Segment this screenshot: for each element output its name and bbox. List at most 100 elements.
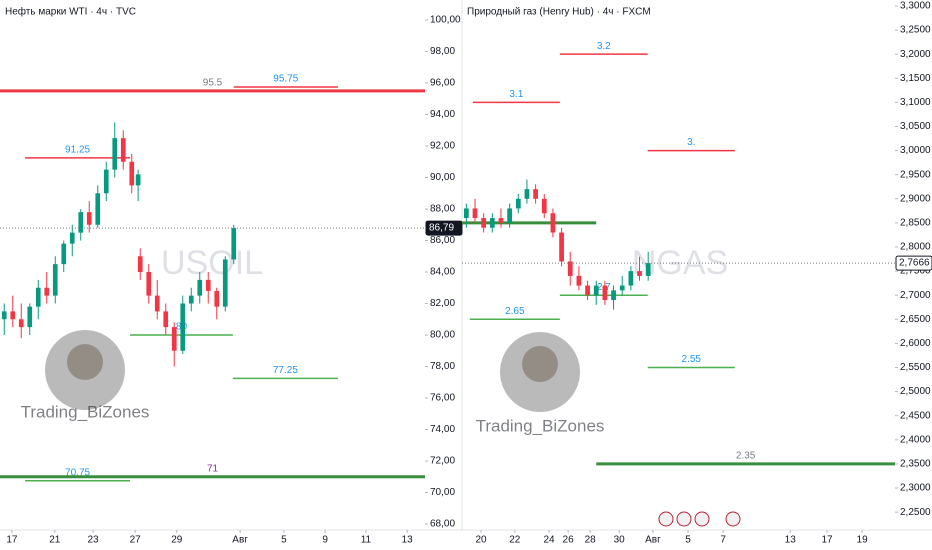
y-tick-label: 72,00 — [430, 456, 455, 467]
y-tick-label: 2,6000 — [900, 338, 931, 349]
candle-body — [205, 279, 211, 291]
y-tick-label: 2,3500 — [900, 459, 931, 470]
candle-body — [222, 259, 228, 307]
y-tick-label: 78,00 — [430, 361, 455, 372]
candle-body — [533, 189, 538, 199]
candle-body — [231, 228, 237, 260]
candle-body — [188, 295, 194, 304]
x-tick-label: 19 — [857, 535, 869, 546]
avatar — [500, 332, 580, 412]
x-tick-label: 28 — [585, 535, 597, 546]
level-label: 95.5 — [203, 78, 223, 89]
y-tick-label: 2,8500 — [900, 218, 931, 229]
candle-body — [463, 208, 469, 219]
y-tick-label: 3,1500 — [900, 73, 931, 84]
candle-body — [602, 285, 608, 301]
y-tick-label: 3,0000 — [900, 145, 931, 156]
watermark: NGAS — [632, 244, 728, 282]
y-tick-label: 68,00 — [430, 519, 455, 530]
x-tick-label: 17 — [821, 535, 833, 546]
y-tick-label: 86,00 — [430, 235, 455, 246]
avatar — [45, 330, 125, 410]
candle-body — [214, 290, 220, 307]
candle-body — [180, 303, 186, 351]
x-tick-label: 29 — [171, 535, 183, 546]
candle-body — [27, 306, 33, 328]
candle-body — [567, 261, 573, 276]
y-tick-label: 2,5500 — [900, 362, 931, 373]
y-tick-label: 94,00 — [430, 109, 455, 120]
candle-body — [628, 271, 634, 286]
y-tick-label: 2,5000 — [900, 386, 931, 397]
candle-body — [86, 212, 92, 225]
last-price-box — [425, 220, 463, 236]
author-watermark: Trading_BiZones — [476, 416, 605, 435]
candle-body — [489, 218, 495, 228]
candle-body — [593, 285, 599, 296]
candle-body — [585, 285, 590, 296]
candle-body — [103, 169, 109, 194]
y-tick-label: 3,2500 — [900, 25, 931, 36]
candle-body — [18, 319, 24, 328]
y-tick-label: 2,3000 — [900, 483, 931, 494]
level-label: 2.55 — [682, 354, 702, 365]
y-tick-label: 3,1000 — [900, 97, 931, 108]
candle-body — [507, 208, 513, 223]
candle-body — [550, 213, 556, 233]
y-tick-label: 2,2500 — [900, 507, 931, 518]
candle-body — [197, 279, 203, 296]
level-label: 71 — [207, 463, 219, 474]
candle-body — [576, 275, 582, 286]
candle-body — [137, 256, 143, 273]
candle-body — [95, 193, 101, 225]
candle-body — [515, 198, 521, 209]
y-tick-label: 84,00 — [430, 267, 455, 278]
x-tick-label: 7 — [720, 535, 726, 546]
y-tick-label: 2,9500 — [900, 169, 931, 180]
chart-title: Природный газ (Henry Hub) · 4ч · FXCM — [467, 7, 651, 18]
y-tick-label: 98,00 — [430, 46, 455, 57]
x-tick-label: 17 — [6, 535, 18, 546]
candle-body — [171, 327, 177, 351]
x-tick-label: 22 — [509, 535, 521, 546]
candle-body — [637, 271, 642, 276]
chart-title: Нефть марки WTI · 4ч · TVC — [5, 6, 136, 18]
candle-body — [524, 189, 530, 199]
candle-body — [61, 243, 67, 265]
x-tick-label: 30 — [614, 535, 626, 546]
y-tick-label: 2,8000 — [900, 242, 931, 253]
x-tick-label: 21 — [49, 535, 61, 546]
candle-body — [135, 174, 141, 186]
candle-body — [129, 161, 135, 186]
candle-body — [481, 218, 487, 228]
last-price-label: 86,79 — [429, 223, 454, 234]
x-tick-label: 24 — [543, 535, 555, 546]
level-label: 3.1 — [509, 89, 523, 100]
y-tick-label: 2,7000 — [900, 290, 931, 301]
candle-body — [112, 138, 118, 170]
candle-body — [35, 287, 41, 307]
x-tick-label: 23 — [88, 535, 100, 546]
y-tick-label: 2,4500 — [900, 410, 931, 421]
candle-body — [498, 218, 504, 223]
level-label: 2.65 — [505, 306, 525, 317]
level-label: 77.25 — [273, 365, 298, 376]
candle-body — [472, 208, 478, 219]
x-tick-label: 13 — [402, 535, 414, 546]
candle-body — [559, 232, 564, 262]
level-label: 91.25 — [65, 144, 90, 155]
x-tick-label: 5 — [281, 535, 287, 546]
x-tick-label: 11 — [361, 535, 372, 546]
y-tick-label: 2,9000 — [900, 193, 931, 204]
last-price-box — [895, 255, 932, 271]
y-tick-label: 96,00 — [430, 78, 455, 89]
candle-body — [619, 285, 625, 291]
event-icons — [658, 511, 741, 527]
level-label: 95.75 — [273, 74, 298, 85]
x-tick-label: 27 — [130, 535, 142, 546]
watermark: USOIL — [161, 244, 263, 282]
y-tick-label: 92,00 — [430, 141, 455, 152]
y-tick-label: 80,00 — [430, 330, 455, 341]
candle-body — [611, 290, 616, 301]
